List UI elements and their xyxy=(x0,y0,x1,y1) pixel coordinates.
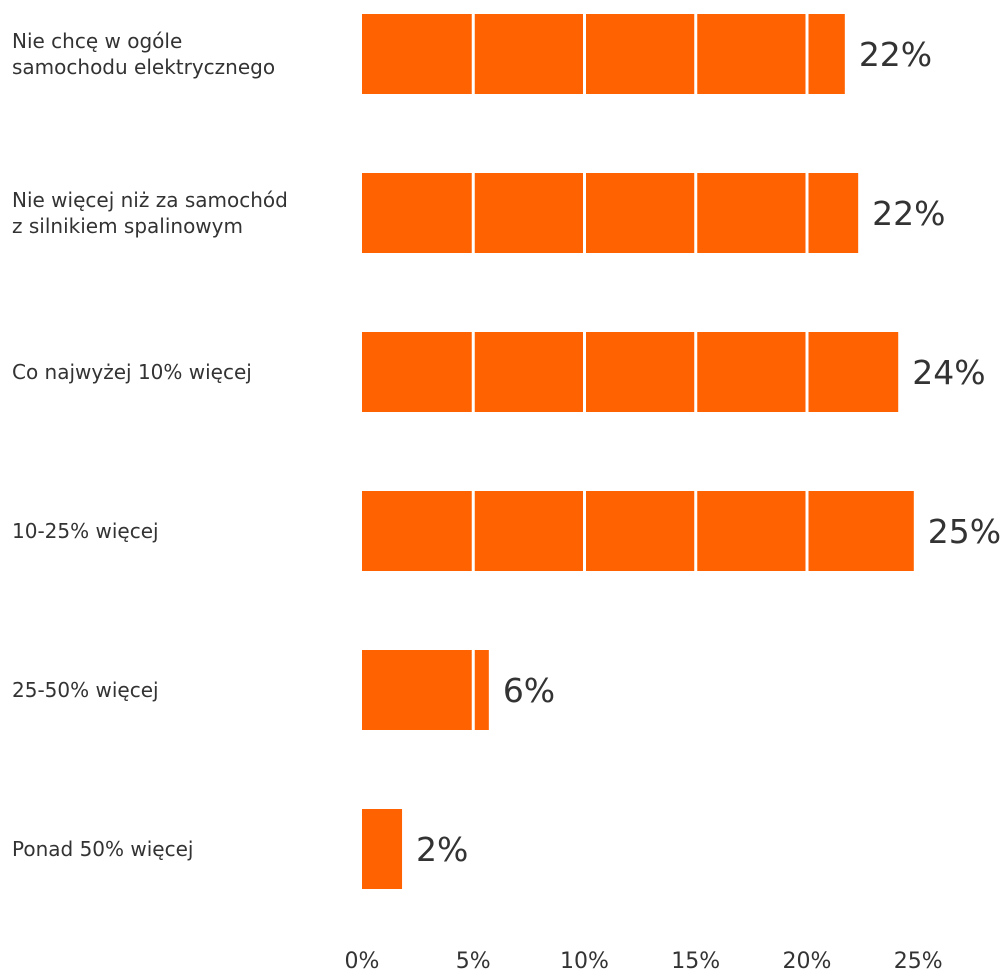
bar-divider xyxy=(471,14,475,94)
value-label-5: 2% xyxy=(416,830,468,869)
value-label-2: 24% xyxy=(912,353,985,392)
bar-divider xyxy=(694,14,698,94)
x-tick-label-3: 15% xyxy=(671,949,720,974)
gridline-dividers xyxy=(471,14,809,730)
category-label-line: samochodu elektrycznego xyxy=(12,55,275,79)
category-label-0: Nie chcę w ogóle samochodu elektrycznego xyxy=(12,29,275,79)
bar-divider xyxy=(471,650,475,730)
bar-divider xyxy=(694,332,698,412)
category-label-5: Ponad 50% więcej xyxy=(12,837,193,861)
bar-5 xyxy=(362,809,403,889)
bar-0 xyxy=(362,14,845,94)
bar-divider xyxy=(471,173,475,253)
category-label-3: 10-25% więcej xyxy=(12,519,159,543)
bar-4 xyxy=(362,650,489,730)
bar-3 xyxy=(362,491,914,571)
category-label-line: Co najwyżej 10% więcej xyxy=(12,360,252,384)
value-label-3: 25% xyxy=(928,512,1001,551)
bar-divider xyxy=(471,332,475,412)
value-labels: 22% 22% 24% 25% 6% 2% xyxy=(416,35,1001,869)
category-label-line: Nie chcę w ogóle xyxy=(12,29,182,53)
bar-divider xyxy=(471,491,475,571)
category-label-line: z silnikiem spalinowym xyxy=(12,214,243,238)
category-label-2: Co najwyżej 10% więcej xyxy=(12,360,252,384)
x-tick-label-2: 10% xyxy=(560,949,609,974)
category-label-4: 25-50% więcej xyxy=(12,678,159,702)
bar-divider xyxy=(805,491,809,571)
bar-divider xyxy=(805,14,809,94)
bar-divider xyxy=(805,332,809,412)
bar-divider xyxy=(583,14,586,94)
category-label-line: Ponad 50% więcej xyxy=(12,837,193,861)
bar-divider xyxy=(805,173,809,253)
value-label-0: 22% xyxy=(859,35,932,74)
x-tick-label-0: 0% xyxy=(345,949,380,974)
bar-divider xyxy=(583,332,586,412)
bars-group xyxy=(362,14,914,889)
bar-divider xyxy=(694,173,698,253)
bar-divider xyxy=(583,173,586,253)
value-label-4: 6% xyxy=(503,671,555,710)
x-tick-label-5: 25% xyxy=(894,949,943,974)
category-label-line: 25-50% więcej xyxy=(12,678,159,702)
x-axis-ticks: 0% 5% 10% 15% 20% 25% xyxy=(345,949,943,974)
bar-2 xyxy=(362,332,899,412)
category-label-line: Nie więcej niż za samochód xyxy=(12,188,288,212)
category-label-1: Nie więcej niż za samochód z silnikiem sp… xyxy=(12,188,288,238)
value-label-1: 22% xyxy=(872,194,945,233)
bar-divider xyxy=(583,491,586,571)
category-label-line: 10-25% więcej xyxy=(12,519,159,543)
bar-1 xyxy=(362,173,859,253)
x-tick-label-1: 5% xyxy=(456,949,491,974)
bar-divider xyxy=(694,491,698,571)
x-tick-label-4: 20% xyxy=(783,949,832,974)
category-labels: Nie chcę w ogóle samochodu elektrycznegoN… xyxy=(12,29,288,861)
